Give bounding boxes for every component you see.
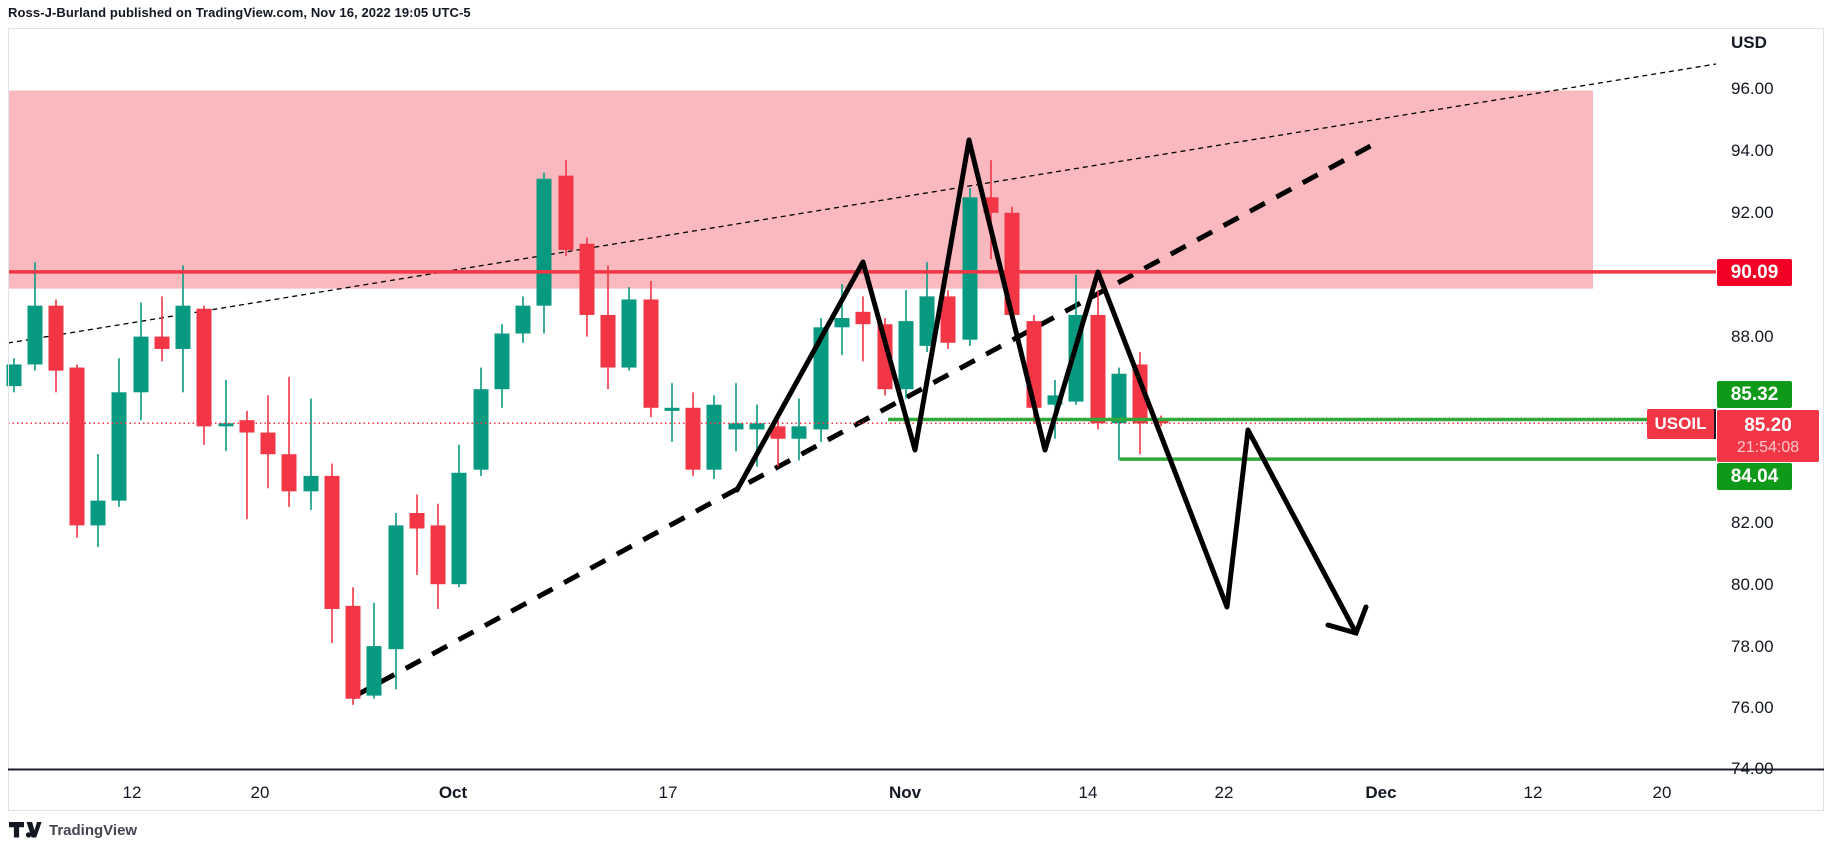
candle-up [27, 305, 43, 365]
candle-up [473, 389, 489, 470]
price-tick-label: 88.00 [1731, 327, 1774, 346]
candle-down [855, 311, 871, 325]
price-tick-label: 76.00 [1731, 698, 1774, 717]
resistance-price-label: 90.09 [1717, 259, 1792, 286]
time-tick-label: Oct [438, 783, 468, 802]
resistance-price-value: 90.09 [1730, 261, 1779, 283]
tradingview-logo: TradingView [8, 820, 137, 840]
candle-down [281, 454, 297, 492]
price-tick-label: 78.00 [1731, 637, 1774, 656]
candle-up [494, 333, 510, 390]
resistance-zone [8, 90, 1593, 289]
page-title: Ross-J-Burland published on TradingView.… [8, 5, 471, 20]
candle-down [558, 175, 574, 250]
time-tick-label: 20 [250, 783, 270, 802]
lower-support-price-value: 84.04 [1730, 465, 1779, 487]
candle-down [579, 243, 595, 315]
candle-up [388, 525, 404, 650]
candle-up [366, 646, 382, 696]
price-tick-label: 96.00 [1731, 79, 1774, 98]
candle-down [324, 475, 340, 609]
candle-up [6, 364, 22, 387]
price-tick-label: 80.00 [1731, 575, 1774, 594]
candle-down [643, 299, 659, 408]
candle-down [1004, 212, 1020, 315]
candle-up [664, 407, 680, 411]
candle-up [962, 197, 978, 340]
candle-up [303, 475, 319, 492]
candle-down [196, 308, 212, 427]
candle-up [536, 178, 552, 306]
current-price-label: 85.20 21:54:08 [1717, 410, 1819, 462]
symbol-tag: USOIL [1647, 409, 1716, 439]
candle-down [239, 420, 255, 433]
candle-up [706, 404, 722, 470]
candle-up [813, 327, 829, 430]
tradingview-logo-icon [9, 822, 42, 838]
candle-up [175, 305, 191, 349]
time-tick-label: 17 [658, 783, 678, 802]
time-tick-label: 14 [1078, 783, 1098, 802]
candle-up [1047, 395, 1063, 405]
candle-up [621, 299, 637, 368]
arrowhead [1325, 604, 1369, 637]
candle-down [600, 314, 616, 368]
candle-down [69, 367, 85, 526]
candle-down [409, 513, 425, 529]
candle-up [898, 321, 914, 390]
symbol-name: USOIL [1654, 414, 1707, 433]
candle-up [90, 500, 106, 526]
upper-support-price-label: 85.32 [1717, 381, 1792, 408]
candle-up [111, 392, 127, 501]
candle-down [1132, 364, 1148, 424]
thick-dashed-rising-trendline [351, 139, 1380, 700]
tradingview-logo-text: TradingView [49, 821, 138, 839]
price-tick-label: 92.00 [1731, 203, 1774, 222]
current-price-value: 85.20 [1744, 415, 1792, 436]
candle-up [919, 296, 935, 346]
time-tick-label: 12 [1523, 783, 1543, 802]
candle-up [515, 305, 531, 334]
time-tick-label: Dec [1365, 783, 1397, 802]
candle-up [791, 426, 807, 439]
candle-down [260, 432, 276, 455]
candle-down [48, 305, 64, 371]
candle-up [218, 423, 234, 427]
bar-countdown: 21:54:08 [1736, 439, 1800, 456]
price-tick-label: 82.00 [1731, 513, 1774, 532]
time-tick-label: 22 [1214, 783, 1234, 802]
candle-down [877, 324, 893, 390]
candle-down [770, 426, 786, 439]
candle-up [133, 336, 149, 393]
price-tick-label: USD [1731, 33, 1767, 52]
candle-up [834, 318, 850, 328]
thin-dashed-rising-trendline [7, 63, 1717, 344]
candle-up [451, 472, 467, 585]
projection-zigzag-arrow [734, 137, 1359, 636]
candle-down [154, 336, 170, 349]
candle-up [749, 423, 765, 430]
candle-down [345, 605, 361, 699]
price-tick-label: 94.00 [1731, 141, 1774, 160]
candle-up [1111, 373, 1127, 424]
time-tick-label: 20 [1652, 783, 1672, 802]
candle-down [430, 525, 446, 585]
chart-frame [8, 28, 1824, 811]
lower-support-price-label: 84.04 [1717, 463, 1792, 490]
price-tick-label: 74.00 [1731, 759, 1774, 778]
candle-down [940, 296, 956, 343]
candle-up [728, 423, 744, 430]
time-tick-label: 12 [122, 783, 142, 802]
upper-support-price-value: 85.32 [1730, 383, 1779, 405]
candle-down [1090, 314, 1106, 424]
time-tick-label: Nov [888, 783, 922, 802]
candle-down [685, 407, 701, 470]
